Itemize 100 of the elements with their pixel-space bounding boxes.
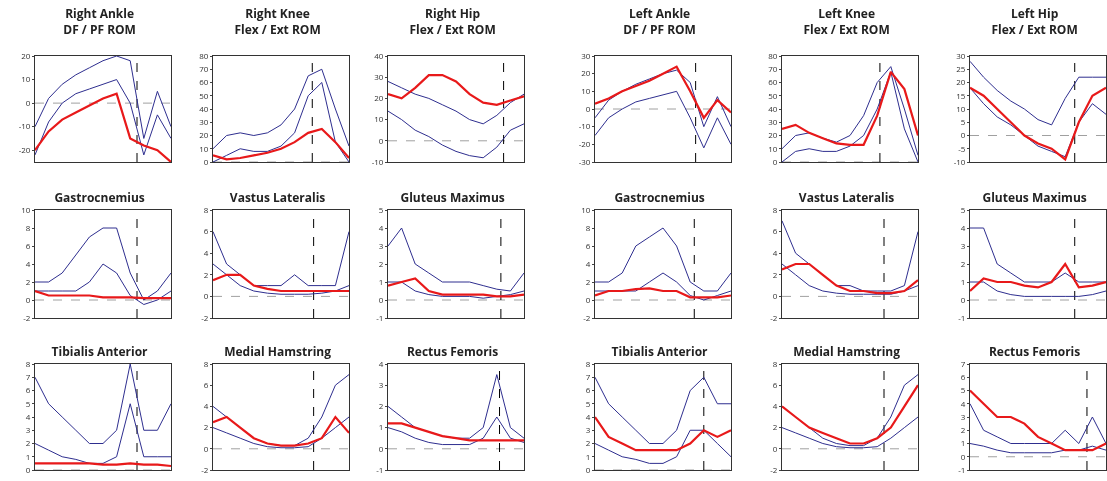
- y-tick-label: -2: [770, 311, 778, 323]
- y-tick-label: 6: [772, 225, 778, 237]
- y-tick-label: 3: [960, 239, 966, 251]
- chart-title: Right Hip Flex / Ext ROM: [409, 5, 496, 38]
- y-tick-label: 3: [960, 410, 966, 422]
- y-tick-label: 30: [199, 116, 209, 128]
- y-tick-label: 0: [25, 463, 31, 475]
- y-tick-label: 0: [960, 293, 966, 305]
- y-tick-label: 0: [203, 290, 209, 302]
- y-tick-label: -10: [953, 155, 966, 167]
- y-tick-label: 1: [25, 450, 31, 462]
- y-tick-label: 40: [768, 102, 778, 114]
- y-tick-label: 0: [203, 155, 209, 167]
- y-tick-label: 0: [25, 293, 31, 305]
- y-tick-label: 50: [768, 89, 778, 101]
- y-tick-label: -1: [376, 463, 384, 475]
- chart-title: Vastus Lateralis: [798, 189, 895, 207]
- y-tick-label: 0: [772, 155, 778, 167]
- y-tick-label: 2: [378, 400, 384, 412]
- y-tick-label: -1: [958, 311, 966, 323]
- y-tick-label: 1: [378, 421, 384, 433]
- y-tick-label: 10: [956, 102, 966, 114]
- y-tick-label: 8: [772, 203, 778, 215]
- y-tick-label: 70: [199, 63, 209, 75]
- y-tick-label: 80: [199, 49, 209, 61]
- y-tick-label: 4: [203, 400, 209, 412]
- y-tick-label: 1: [585, 450, 591, 462]
- y-tick-label: -5: [958, 142, 966, 154]
- y-tick-label: 1: [960, 437, 966, 449]
- y-tick-label: 10: [21, 203, 31, 215]
- y-tick-label: 4: [960, 397, 966, 409]
- y-tick-label: 20: [768, 129, 778, 141]
- y-tick-label: 2: [960, 424, 966, 436]
- chart-title: Rectus Femoris: [406, 343, 499, 361]
- y-tick-label: 5: [960, 384, 966, 396]
- y-tick-label: 60: [199, 76, 209, 88]
- chart-title: Vastus Lateralis: [229, 189, 326, 207]
- y-tick-label: 0: [585, 102, 591, 114]
- y-tick-label: 3: [585, 424, 591, 436]
- y-tick-label: 7: [25, 371, 31, 383]
- y-tick-label: 8: [25, 221, 31, 233]
- y-tick-label: 4: [585, 410, 591, 422]
- y-tick-label: 15: [956, 89, 966, 101]
- y-tick-label: -2: [23, 311, 31, 323]
- chart-title: Left Ankle DF / PF ROM: [623, 5, 696, 38]
- y-tick-label: -10: [18, 120, 31, 132]
- y-tick-label: 5: [585, 397, 591, 409]
- y-tick-label: 70: [768, 63, 778, 75]
- y-tick-label: 2: [772, 268, 778, 280]
- y-tick-label: 10: [374, 113, 384, 125]
- y-tick-label: 5: [25, 397, 31, 409]
- y-tick-label: -2: [583, 311, 591, 323]
- y-tick-label: 6: [203, 225, 209, 237]
- chart-title: Gastrocnemius: [54, 189, 145, 207]
- y-tick-label: 5: [378, 203, 384, 215]
- y-tick-label: 2: [585, 437, 591, 449]
- y-tick-label: -20: [578, 138, 591, 150]
- y-tick-label: 0: [585, 293, 591, 305]
- y-tick-label: 7: [585, 371, 591, 383]
- y-tick-label: 10: [581, 203, 591, 215]
- chart-title: Left Hip Flex / Ext ROM: [991, 5, 1078, 38]
- y-tick-label: 6: [25, 384, 31, 396]
- y-tick-label: 4: [203, 247, 209, 258]
- y-tick-label: 6: [772, 379, 778, 390]
- y-tick-label: 3: [25, 424, 31, 436]
- y-tick-label: 60: [768, 76, 778, 88]
- chart-title: Left Knee Flex / Ext ROM: [803, 5, 890, 38]
- y-tick-label: -2: [201, 463, 209, 475]
- y-tick-label: 0: [378, 134, 384, 146]
- y-tick-label: 2: [585, 275, 591, 287]
- chart-title: Gluteus Maximus: [982, 189, 1087, 207]
- y-tick-label: 2: [772, 421, 778, 433]
- y-tick-label: 30: [768, 116, 778, 128]
- chart-title: Tibialis Anterior: [51, 343, 149, 361]
- chart-title: Medial Hamstring: [793, 343, 901, 361]
- y-tick-label: 0: [25, 96, 31, 108]
- y-tick-label: 4: [585, 257, 591, 269]
- y-tick-label: 0: [203, 442, 209, 454]
- y-tick-label: 20: [581, 67, 591, 79]
- y-tick-label: -30: [578, 155, 591, 167]
- y-tick-label: 2: [25, 275, 31, 287]
- y-tick-label: 1: [378, 275, 384, 287]
- y-tick-label: 8: [25, 357, 31, 369]
- y-tick-label: 1: [960, 275, 966, 287]
- y-tick-label: 8: [772, 357, 778, 369]
- y-tick-label: -1: [376, 311, 384, 323]
- y-tick-label: 20: [21, 49, 31, 61]
- y-tick-label: 3: [378, 379, 384, 390]
- y-tick-label: 0: [772, 290, 778, 302]
- y-tick-label: -10: [578, 120, 591, 132]
- y-tick-label: -2: [201, 311, 209, 323]
- y-tick-label: 40: [374, 49, 384, 61]
- y-tick-label: 3: [378, 239, 384, 251]
- y-tick-label: 2: [203, 268, 209, 280]
- y-tick-label: 8: [585, 357, 591, 369]
- y-tick-label: 2: [378, 257, 384, 269]
- y-tick-label: 5: [960, 116, 966, 128]
- y-tick-label: 50: [199, 89, 209, 101]
- y-tick-label: 4: [772, 400, 778, 412]
- y-tick-label: -1: [958, 463, 966, 475]
